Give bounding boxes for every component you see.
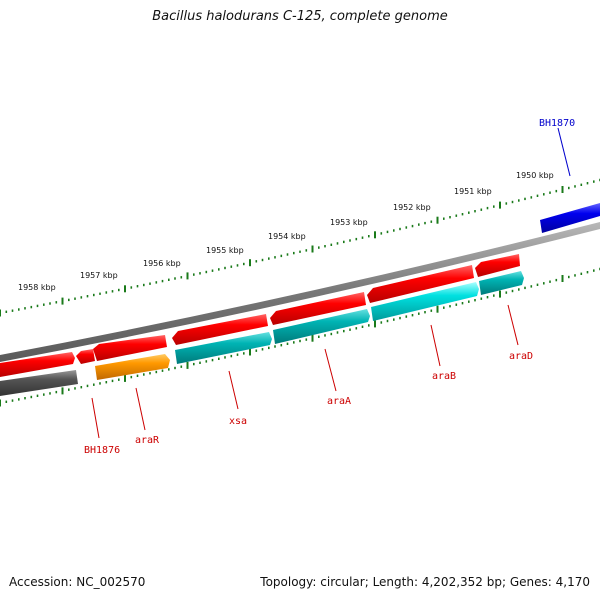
gene-araA[interactable] bbox=[273, 309, 370, 344]
gene-label-araR[interactable]: araR bbox=[135, 435, 160, 446]
forward-gene[interactable] bbox=[172, 314, 268, 345]
length-value: 4,202,352 bp bbox=[421, 575, 502, 589]
gene-BH1870[interactable] bbox=[540, 203, 600, 233]
forward-gene[interactable] bbox=[76, 349, 95, 364]
gene-labels: BH1870 BH1876 araR xsa araA araB araD bbox=[84, 118, 575, 456]
gene-xsa[interactable] bbox=[175, 332, 272, 364]
leader-BH1876 bbox=[91, 397, 100, 439]
kbp-label-1950: 1950 kbp bbox=[516, 171, 554, 180]
kbp-label-1957: 1957 kbp bbox=[80, 271, 118, 280]
gene-BH1876[interactable] bbox=[0, 370, 78, 396]
accession-info: Accession: NC_002570 bbox=[9, 575, 145, 589]
kbp-label-1954: 1954 kbp bbox=[268, 232, 306, 241]
map-title: Bacillus halodurans C-125, complete geno… bbox=[152, 9, 448, 24]
accession-label: Accession: bbox=[9, 575, 73, 589]
topology-value: circular bbox=[320, 575, 365, 589]
forward-gene[interactable] bbox=[475, 254, 520, 277]
forward-strand bbox=[0, 254, 520, 377]
leader-araB bbox=[430, 324, 441, 367]
leader-araD bbox=[507, 304, 519, 346]
leader-xsa bbox=[228, 370, 239, 410]
genome-backbone bbox=[0, 222, 600, 362]
forward-gene[interactable] bbox=[367, 265, 474, 303]
forward-gene[interactable] bbox=[270, 292, 366, 325]
gene-label-BH1870[interactable]: BH1870 bbox=[539, 118, 575, 129]
kbp-label-1956: 1956 kbp bbox=[143, 259, 181, 268]
topology-label: Topology: bbox=[260, 575, 317, 589]
kbp-label-1951: 1951 kbp bbox=[454, 187, 492, 196]
kbp-label-1958: 1958 kbp bbox=[18, 283, 56, 292]
kbp-label-1953: 1953 kbp bbox=[330, 218, 368, 227]
gene-araR[interactable] bbox=[95, 354, 170, 380]
ruler-lower bbox=[0, 267, 600, 407]
leader-lines bbox=[91, 304, 519, 439]
forward-gene[interactable] bbox=[93, 335, 167, 361]
gene-label-xsa[interactable]: xsa bbox=[229, 416, 247, 427]
kbp-label-1952: 1952 kbp bbox=[393, 203, 431, 212]
gene-label-araB[interactable]: araB bbox=[432, 371, 456, 382]
ruler-upper bbox=[0, 178, 600, 317]
gene-araD[interactable] bbox=[479, 271, 524, 295]
genes-label: Genes: bbox=[509, 575, 552, 589]
length-label: Length: bbox=[372, 575, 419, 589]
reverse-strand bbox=[0, 271, 524, 396]
leader-BH1870 bbox=[557, 127, 571, 177]
gene-label-BH1876[interactable]: BH1876 bbox=[84, 445, 120, 456]
genes-value: 4,170 bbox=[555, 575, 590, 589]
gene-araB[interactable] bbox=[371, 282, 479, 321]
accession-value: NC_002570 bbox=[76, 575, 146, 589]
leader-araR bbox=[135, 387, 146, 431]
gene-label-araD[interactable]: araD bbox=[509, 351, 533, 362]
kbp-label-1955: 1955 kbp bbox=[206, 246, 244, 255]
kbp-labels: 1958 kbp 1957 kbp 1956 kbp 1955 kbp 1954… bbox=[18, 171, 554, 292]
leader-araA bbox=[324, 348, 337, 392]
genome-stats: Topology: circular; Length: 4,202,352 bp… bbox=[260, 575, 590, 589]
gene-label-araA[interactable]: araA bbox=[327, 396, 351, 407]
forward-gene[interactable] bbox=[0, 352, 75, 377]
